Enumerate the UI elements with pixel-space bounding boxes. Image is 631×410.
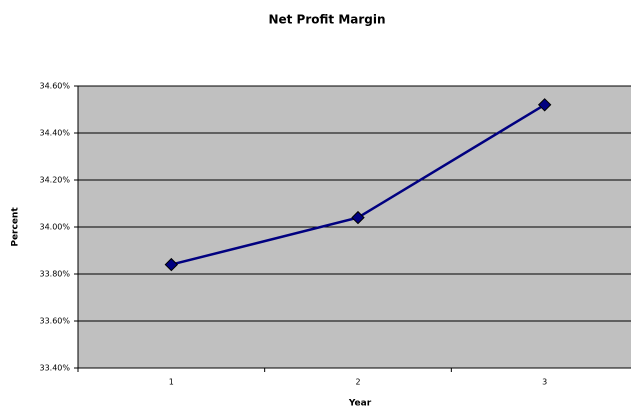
- y-tick-label: 34.00%: [39, 223, 70, 232]
- x-tick-label: 2: [355, 378, 360, 387]
- chart-title: Net Profit Margin: [268, 13, 385, 27]
- y-axis-title: Percent: [11, 207, 21, 247]
- data-marker: [351, 210, 365, 225]
- y-tick-label: 34.60%: [39, 82, 70, 91]
- data-marker: [537, 98, 552, 112]
- data-marker: [164, 257, 179, 272]
- y-tick-label: 33.40%: [39, 364, 70, 373]
- y-tick-label: 33.60%: [39, 317, 70, 326]
- x-tick-label: 3: [542, 378, 547, 387]
- y-tick-label: 33.80%: [39, 270, 70, 279]
- x-axis-title: Year: [348, 399, 372, 409]
- x-tick-label: 1: [169, 378, 174, 387]
- y-tick-label: 34.40%: [39, 129, 70, 138]
- y-tick-label: 34.20%: [39, 176, 70, 185]
